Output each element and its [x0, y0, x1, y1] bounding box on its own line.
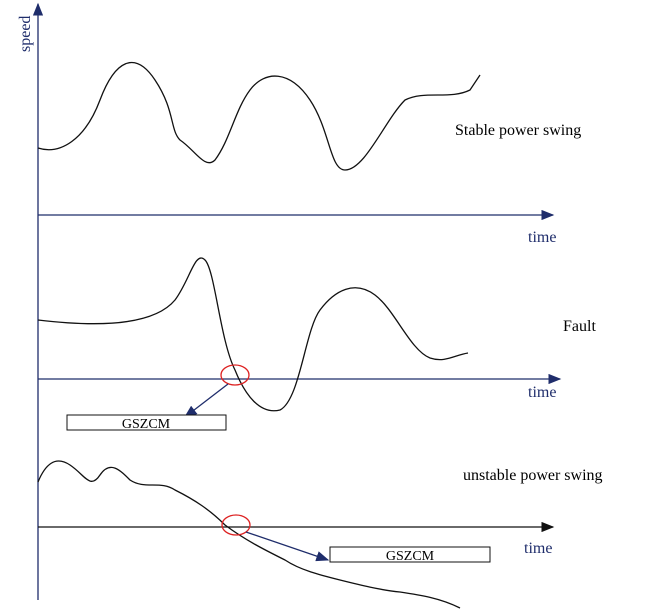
curve [37, 460, 461, 609]
arrow [183, 383, 229, 418]
axis-label: speed [17, 16, 34, 52]
time-label: time [528, 384, 556, 401]
panel-label: unstable power swing [463, 467, 603, 484]
arrow [245, 531, 330, 562]
panel-label: Stable power swing [455, 122, 581, 139]
crossing-marker [220, 364, 250, 386]
box-label: GSZCM [386, 549, 435, 564]
crossing-marker [221, 514, 251, 536]
time-label: time [528, 229, 556, 246]
time-label: time [524, 540, 552, 557]
panel-label: Fault [563, 318, 596, 335]
box-label: GSZCM [122, 417, 171, 432]
box [329, 546, 491, 563]
box [66, 414, 227, 431]
curve [37, 257, 469, 412]
curve [37, 62, 481, 171]
